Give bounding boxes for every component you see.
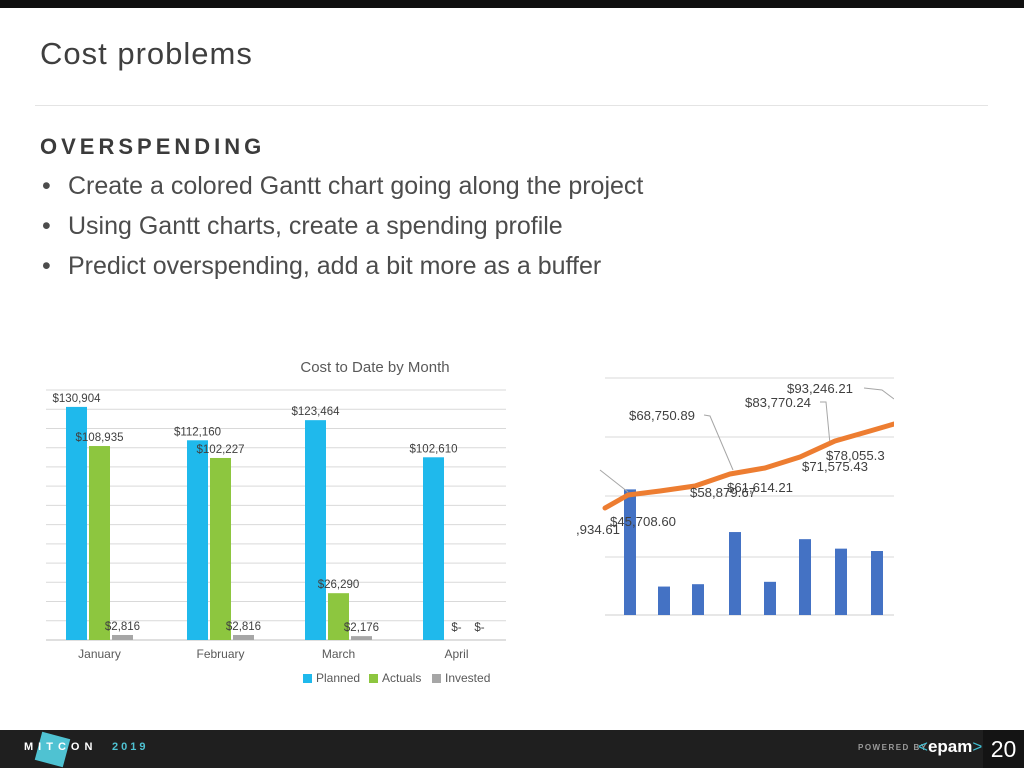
section-heading: OVERSPENDING <box>40 134 266 159</box>
line-value-label: $45,708.60 <box>610 514 676 529</box>
bar-value-label: $2,176 <box>344 622 379 634</box>
category-label: January <box>78 647 121 661</box>
spend-bar <box>871 551 883 615</box>
powered-by-label: POWERED BY <box>858 743 928 752</box>
line-value-label: $58,879.67 <box>690 485 756 500</box>
spending-profile-chart: ,934.61 $45,708.60 $58,879.67 $61,614.21 $68… <box>570 368 894 620</box>
footer-bar: MITCON 2019 POWERED BY <epam> 20 <box>0 730 1024 768</box>
spend-bar <box>835 548 847 615</box>
legend-swatch-invested <box>432 674 441 683</box>
title-divider <box>35 105 988 106</box>
bar-value-label: $102,610 <box>410 443 458 455</box>
legend-label: Invested <box>445 671 490 685</box>
bar-value-label: $26,290 <box>318 579 360 591</box>
epam-bracket-open: < <box>918 737 928 756</box>
invested-bar-march <box>351 636 372 640</box>
planned-bar-april <box>423 457 444 640</box>
invested-bar-january <box>112 634 133 640</box>
planned-bar-january <box>66 406 87 640</box>
planned-bar-march <box>305 420 326 640</box>
bar-value-label: $108,935 <box>76 432 124 444</box>
line-value-label: $78,055.3 <box>826 448 885 463</box>
spend-bar <box>764 581 776 615</box>
page-number: 20 <box>983 730 1024 768</box>
cost-to-date-chart: Cost to Date by Month $130,904 $112,160 $12… <box>40 352 510 697</box>
category-label: February <box>196 647 244 661</box>
spend-bar <box>624 489 636 615</box>
brand-logo: MITCON <box>24 741 98 753</box>
slide-title: Cost problems <box>40 36 253 71</box>
epam-bracket-close: > <box>972 737 983 756</box>
legend-swatch-planned <box>303 674 312 683</box>
cumulative-spend-line <box>602 421 894 511</box>
bar-value-label: $130,904 <box>53 393 102 405</box>
bullet-list: Create a colored Gantt chart going along… <box>40 166 643 286</box>
actuals-bar-january <box>89 446 110 640</box>
line-value-label: $61,614.21 <box>727 480 793 495</box>
bullet-item: Using Gantt charts, create a spending pr… <box>40 206 643 246</box>
brand-year: 2019 <box>112 741 149 753</box>
legend-label: Actuals <box>382 671 421 685</box>
bar-value-label: $112,160 <box>174 426 221 438</box>
legend-label: Planned <box>316 671 360 685</box>
label-leader-line <box>599 469 629 493</box>
epam-logo: <epam> <box>918 737 982 757</box>
line-value-label: $71,575.43 <box>802 459 868 474</box>
bar-value-label: $123,464 <box>292 406 341 418</box>
chart-title: Cost to Date by Month <box>300 359 449 376</box>
bar-value-label: $2,816 <box>226 621 261 633</box>
actuals-bar-march <box>328 593 349 640</box>
category-label: March <box>322 647 355 661</box>
line-value-label: $68,750.89 <box>629 408 695 423</box>
label-leader-line <box>703 414 734 471</box>
label-leader-line <box>863 387 894 400</box>
spending-chart-svg: ,934.61$45,708.60 $58,879.67$61,614.21 $68… <box>576 377 894 616</box>
category-label: April <box>444 647 468 661</box>
legend-swatch-actuals <box>369 674 378 683</box>
cost-chart-svg: Cost to Date by Month $130,904 $112,160 $12… <box>46 359 506 685</box>
spend-bar <box>729 532 741 615</box>
bullet-item: Create a colored Gantt chart going along… <box>40 166 643 206</box>
top-accent-bar <box>0 0 1024 8</box>
spend-bar <box>799 539 811 615</box>
line-value-label: $83,770.24 <box>745 395 811 410</box>
bar-value-label: $2,816 <box>105 621 140 633</box>
label-leader-line <box>820 401 831 445</box>
bullet-item: Predict overspending, add a bit more as … <box>40 246 643 286</box>
invested-bar-february <box>233 634 254 640</box>
line-value-label: $93,246.21 <box>787 381 853 396</box>
bar-value-label: $- <box>474 622 484 634</box>
epam-name: epam <box>927 737 973 756</box>
bar-value-label: $- <box>451 622 461 634</box>
planned-bar-february <box>187 440 208 640</box>
bar-value-label: $102,227 <box>197 444 245 456</box>
line-value-label: ,934.61 <box>576 522 620 537</box>
actuals-bar-february <box>210 457 231 640</box>
spend-bar <box>692 584 704 615</box>
spend-bar <box>658 586 670 615</box>
